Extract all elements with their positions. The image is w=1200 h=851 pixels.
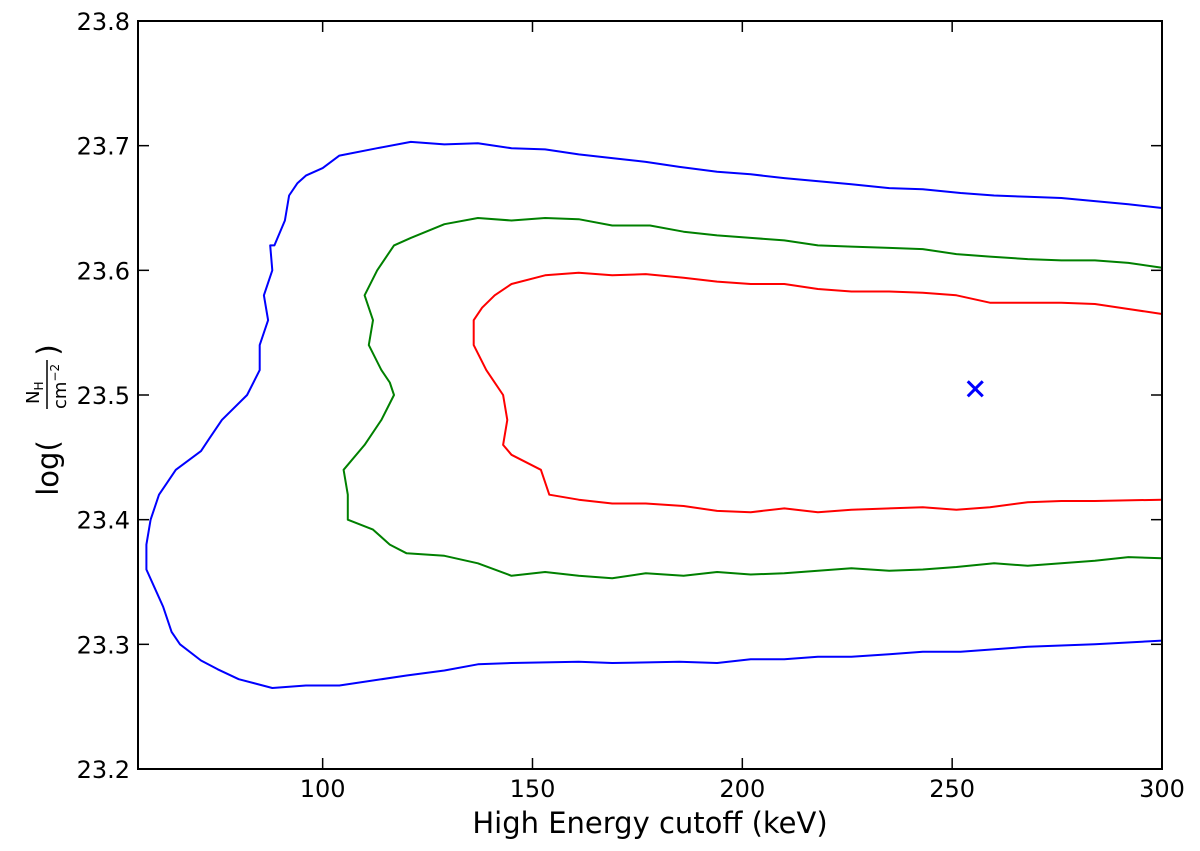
y-axis-title-suffix: ): [31, 344, 65, 355]
y-tick-label: 23.3: [77, 631, 130, 659]
x-axis-title: High Energy cutoff (keV): [472, 806, 827, 840]
y-tick-label: 23.5: [77, 382, 130, 410]
plot-layer: [145, 140, 1163, 689]
contour-line-3: [472, 271, 1163, 514]
y-axis-title-numerator: NH: [23, 382, 46, 405]
y-tick-label: 23.7: [77, 133, 130, 161]
y-tick-label: 23.6: [77, 257, 130, 285]
y-tick-label: 23.4: [77, 507, 130, 535]
y-axis-title-denominator: cm−2: [48, 364, 71, 409]
y-tick-label: 23.2: [77, 756, 130, 784]
best-fit-marker: [966, 380, 984, 398]
x-tick-label: 200: [719, 775, 765, 803]
ticks-layer: [138, 20, 1163, 770]
contour-line-1: [145, 140, 1163, 689]
x-tick-label: 100: [300, 775, 346, 803]
plot-frame: [137, 20, 1163, 770]
labels-layer: 100 150 200 250 300 23.2 23.3 23.4 23.5 23.6 23.7 2…: [77, 8, 1185, 803]
x-tick-label: 250: [929, 775, 975, 803]
contour-line-2: [342, 217, 1163, 580]
y-axis-title-prefix: log(: [31, 440, 65, 496]
y-axis-title: log( NH cm−2 ): [23, 344, 71, 495]
x-tick-label: 150: [510, 775, 556, 803]
x-tick-label: 300: [1139, 775, 1185, 803]
y-tick-label: 23.8: [77, 8, 130, 36]
